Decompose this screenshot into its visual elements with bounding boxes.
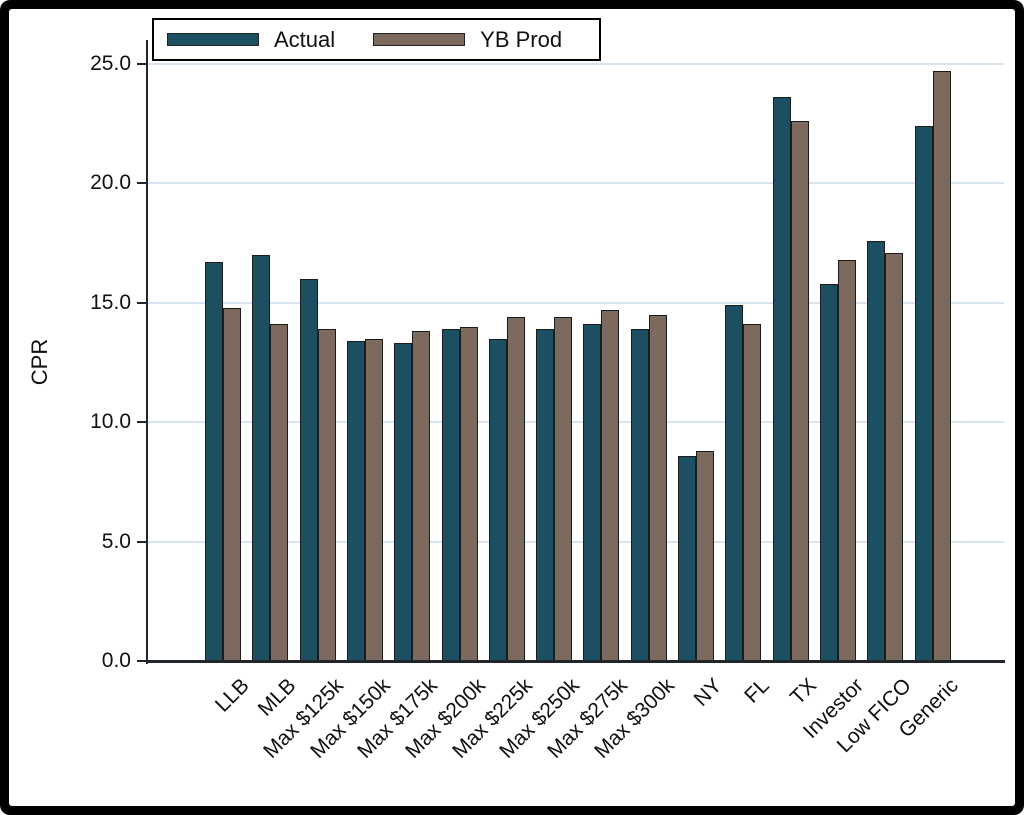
bar-actual-max-250k [536, 329, 555, 661]
bar-group-max-150k [346, 64, 383, 661]
bar-actual-max-275k [583, 324, 602, 661]
y-tick-label-5-0: 5.0 [101, 529, 131, 553]
bar-yb-prod-investor [837, 259, 856, 661]
legend-label-yb-prod: YB Prod [480, 26, 563, 52]
bar-yb-prod-fl [743, 324, 762, 661]
bar-group-generic [914, 64, 951, 661]
bar-group-max-175k [394, 64, 431, 661]
bar-yb-prod-max-250k [554, 317, 573, 661]
bar-actual-low-fico [867, 240, 886, 661]
gridline-25-0 [148, 63, 1004, 65]
y-tick-10-0 [137, 421, 147, 424]
bar-yb-prod-llb [223, 307, 241, 661]
y-tick-15-0 [137, 301, 147, 304]
legend-item-yb-prod: YB Prod [373, 27, 562, 53]
x-axis-line [147, 660, 1005, 663]
bar-yb-prod-max-200k [459, 326, 478, 661]
bar-yb-prod-tx [790, 121, 809, 661]
bar-actual-max-125k [299, 278, 318, 661]
gridline-10-0 [148, 421, 1004, 424]
bar-group-ny [678, 64, 714, 661]
bar-group-max-250k [536, 64, 573, 661]
gridline-20-0 [148, 182, 1004, 185]
bar-actual-llb [205, 262, 223, 661]
bar-yb-prod-max-150k [364, 338, 383, 661]
y-tick-0-0 [137, 660, 147, 662]
bar-actual-investor [819, 283, 838, 661]
bar-actual-max-300k [630, 329, 649, 661]
legend-item-actual: Actual [167, 27, 335, 53]
bar-group-max-275k [583, 64, 620, 661]
bar-actual-max-175k [394, 343, 413, 661]
x-axis-label-fl: FL [739, 674, 774, 708]
bar-actual-generic [914, 126, 933, 661]
x-axis-label-ny: NY [689, 674, 727, 711]
y-tick-label-0-0: 0.0 [101, 649, 131, 672]
bar-group-max-300k [630, 64, 667, 661]
bar-group-llb [205, 64, 241, 661]
x-axis-label-tx: TX [785, 674, 821, 710]
bar-actual-ny [678, 455, 696, 661]
legend: Actual YB Prod [152, 18, 601, 61]
bar-yb-prod-ny [696, 450, 714, 661]
bar-yb-prod-low-fico [885, 252, 904, 661]
y-axis-line [146, 40, 148, 664]
bar-group-low-fico [867, 64, 904, 661]
chart-canvas: 0.0 5.0 10.0 15.0 20.0 25.0 CPR LLB MLB Max $12… [9, 9, 1015, 806]
y-tick-25-0 [137, 63, 147, 65]
legend-label-actual: Actual [274, 26, 336, 52]
bar-group-investor [819, 64, 856, 661]
bar-yb-prod-max-175k [412, 331, 431, 661]
y-axis-title: CPR [27, 338, 52, 386]
bar-yb-prod-max-275k [601, 309, 620, 661]
y-tick-label-10-0: 10.0 [90, 410, 131, 434]
bar-actual-fl [725, 305, 744, 661]
bar-group-max-225k [488, 64, 525, 661]
bar-group-fl [725, 64, 762, 661]
bar-actual-tx [772, 97, 791, 661]
plot-area [147, 63, 1005, 663]
bar-actual-max-200k [441, 329, 460, 661]
x-axis-label-llb: LLB [210, 674, 254, 717]
bar-yb-prod-generic [932, 71, 951, 661]
bar-yb-prod-mlb [270, 324, 289, 661]
legend-swatch-yb-prod [373, 33, 466, 46]
bar-yb-prod-max-225k [506, 317, 525, 661]
legend-swatch-actual [167, 33, 259, 46]
bar-group-mlb [252, 64, 289, 661]
y-tick-label-25-0: 25.0 [90, 52, 131, 75]
y-tick-label-15-0: 15.0 [90, 290, 131, 314]
bar-group-tx [772, 64, 809, 661]
y-tick-5-0 [137, 540, 147, 543]
bar-group-max-200k [441, 64, 478, 661]
bar-yb-prod-max-300k [648, 314, 667, 661]
y-tick-20-0 [137, 182, 147, 185]
y-tick-label-20-0: 20.0 [90, 171, 131, 195]
bar-actual-max-225k [488, 338, 507, 661]
bar-actual-mlb [252, 255, 271, 661]
gridline-5-0 [148, 540, 1004, 543]
bar-group-max-125k [299, 64, 336, 661]
bar-yb-prod-max-125k [317, 329, 336, 661]
gridline-15-0 [148, 301, 1004, 304]
bar-actual-max-150k [346, 341, 365, 661]
